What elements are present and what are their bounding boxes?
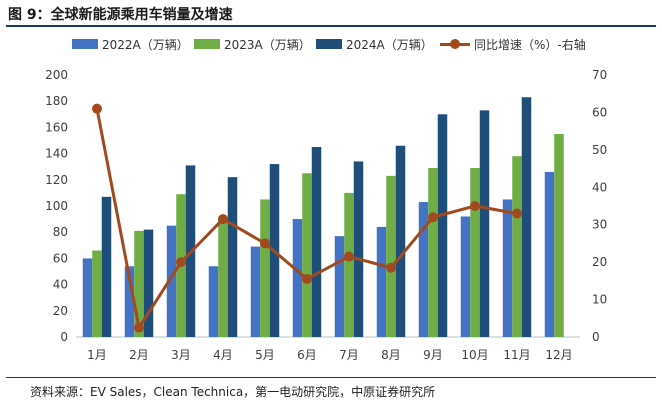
bar-0-1 <box>82 258 93 337</box>
y-right-tick-label: 20 <box>592 255 607 269</box>
bar-1-8 <box>386 175 396 337</box>
growth-point <box>302 273 312 284</box>
x-tick-label: 11月 <box>503 348 530 362</box>
bar-0-4 <box>208 266 219 337</box>
growth-point <box>386 262 396 273</box>
y-right-tick-label: 0 <box>592 330 600 344</box>
legend-item-2022: 2022A（万辆） <box>72 34 189 54</box>
bar-1-1 <box>92 250 102 337</box>
x-tick-label: 12月 <box>545 348 572 362</box>
growth-point <box>260 238 270 249</box>
y-left-tick-label: 0 <box>60 330 68 344</box>
y-left-tick-label: 20 <box>53 304 68 318</box>
bar-0-6 <box>292 219 303 337</box>
y-left-tick-label: 60 <box>53 251 68 265</box>
bar-1-7 <box>344 192 354 337</box>
y-right-tick-label: 40 <box>592 180 607 194</box>
legend-label-2022: 2022A（万辆） <box>102 37 189 52</box>
y-left-tick-label: 160 <box>45 120 68 134</box>
source-note: 资料来源：EV Sales，Clean Technica，第一电动研究院，中原证… <box>30 385 436 399</box>
bar-1-9 <box>428 168 438 337</box>
chart-title: 图 9：全球新能源乘用车销量及增速 <box>8 7 233 23</box>
bar-2-7 <box>353 161 364 337</box>
x-tick-label: 1月 <box>87 348 107 362</box>
y-left-tick-label: 200 <box>45 68 68 82</box>
x-tick-label: 6月 <box>297 348 317 362</box>
legend-label-2024: 2024A（万辆） <box>346 37 433 52</box>
x-tick-label: 5月 <box>255 348 275 362</box>
bar-1-4 <box>218 216 228 337</box>
bar-2-4 <box>227 177 238 337</box>
growth-point <box>92 103 102 114</box>
legend-line-marker <box>440 39 470 49</box>
title-rule <box>6 25 656 27</box>
bar-1-10 <box>470 168 480 337</box>
bar-0-5 <box>250 246 261 337</box>
bar-2-1 <box>101 196 112 337</box>
growth-point <box>470 201 480 211</box>
growth-point <box>344 251 354 262</box>
x-tick-label: 10月 <box>461 348 488 362</box>
growth-point <box>176 257 186 268</box>
y-left-tick-label: 100 <box>45 199 68 213</box>
y-right-tick-label: 60 <box>592 105 607 119</box>
bar-0-2 <box>124 266 135 337</box>
legend-item-2023: 2023A（万辆） <box>194 34 311 54</box>
legend-swatch-2022 <box>72 39 98 49</box>
bar-2-6 <box>311 147 322 337</box>
legend-label-2023: 2023A（万辆） <box>224 37 311 52</box>
growth-point <box>218 214 228 225</box>
bar-2-2 <box>143 229 154 337</box>
bar-0-7 <box>334 236 345 337</box>
legend-label-growth: 同比增速（%）-右轴 <box>474 37 586 52</box>
bar-1-11 <box>512 156 522 337</box>
x-tick-label: 9月 <box>423 348 443 362</box>
source-rule <box>6 377 656 378</box>
bar-0-9 <box>418 202 429 337</box>
x-tick-label: 7月 <box>339 348 359 362</box>
legend-swatch-2023 <box>194 39 220 49</box>
x-tick-label: 3月 <box>171 348 191 362</box>
bar-0-12 <box>544 171 555 337</box>
legend-item-growth: 同比增速（%）-右轴 <box>440 34 586 54</box>
x-tick-label: 8月 <box>381 348 401 362</box>
legend: 2022A（万辆） 2023A（万辆） 2024A（万辆） 同比增速（%）-右轴 <box>0 34 662 54</box>
bar-1-5 <box>260 199 270 337</box>
bar-1-12 <box>554 133 564 337</box>
growth-point <box>512 208 522 219</box>
legend-swatch-2024 <box>316 39 342 49</box>
y-right-tick-label: 30 <box>592 218 607 232</box>
bar-0-10 <box>460 216 471 337</box>
growth-point <box>428 212 438 223</box>
x-tick-label: 2月 <box>129 348 149 362</box>
bar-1-2 <box>134 230 144 337</box>
bar-0-11 <box>502 199 513 337</box>
y-right-tick-label: 10 <box>592 293 607 307</box>
x-tick-label: 4月 <box>213 348 233 362</box>
y-right-tick-label: 70 <box>592 68 607 82</box>
y-left-tick-label: 80 <box>53 225 68 239</box>
bar-0-3 <box>166 225 177 337</box>
growth-point <box>134 322 144 333</box>
bar-2-8 <box>395 145 406 337</box>
y-right-tick-label: 50 <box>592 143 607 157</box>
bar-0-8 <box>376 226 387 337</box>
legend-item-2024: 2024A（万辆） <box>316 34 433 54</box>
bar-2-10 <box>479 110 490 338</box>
y-left-tick-label: 180 <box>45 94 68 108</box>
bar-2-9 <box>437 114 448 337</box>
bar-1-6 <box>302 173 312 337</box>
y-left-tick-label: 40 <box>53 278 68 292</box>
bar-2-11 <box>521 97 532 338</box>
y-left-tick-label: 120 <box>45 173 68 187</box>
y-left-tick-label: 140 <box>45 147 68 161</box>
